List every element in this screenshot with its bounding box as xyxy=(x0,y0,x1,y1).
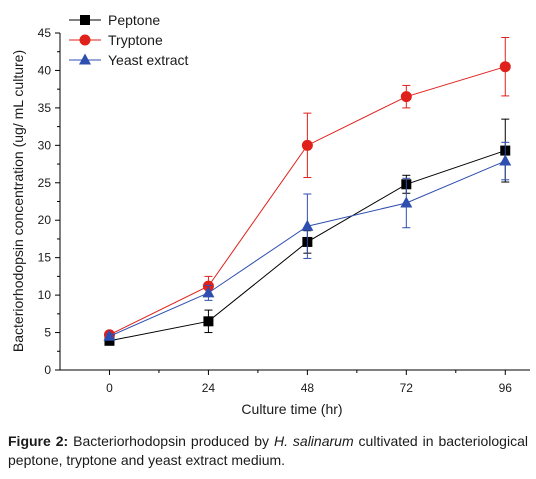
y-tick-label: 10 xyxy=(38,288,52,302)
data-point-yeast-extract xyxy=(301,219,314,231)
x-tick-label: 0 xyxy=(106,381,113,395)
series-tryptone xyxy=(103,36,511,341)
y-tick-label: 20 xyxy=(38,213,52,227)
line-chart: 0 5 10 15 20 25 30 35 40 45 0 24 48 72 96 Peptone Trypt… xyxy=(10,12,530,417)
legend: Peptone Tryptone Yeast extract xyxy=(69,12,189,68)
data-point-peptone xyxy=(203,316,214,327)
legend-marker-peptone xyxy=(80,15,90,25)
legend-label-peptone: Peptone xyxy=(108,12,160,28)
x-tick-label: 24 xyxy=(202,381,216,395)
figure-caption: Figure 2: Bacteriorhodopsin produced by … xyxy=(8,432,528,470)
legend-marker-yeast-extract xyxy=(79,53,91,65)
legend-label-yeast-extract: Yeast extract xyxy=(108,52,189,68)
data-point-yeast-extract xyxy=(499,154,512,166)
y-tick-label: 35 xyxy=(38,101,52,115)
data-point-tryptone xyxy=(301,139,313,151)
x-tick-label: 96 xyxy=(499,381,513,395)
data-point-tryptone xyxy=(400,91,412,103)
x-tick-label: 48 xyxy=(301,381,315,395)
caption-label: Figure 2: xyxy=(8,433,69,449)
caption-species: H. salinarum xyxy=(273,433,354,449)
data-point-yeast-extract xyxy=(202,286,215,298)
y-tick-label: 45 xyxy=(38,26,52,40)
x-tick-label: 72 xyxy=(400,381,414,395)
series-yeast-extract xyxy=(103,141,512,341)
y-axis-label: Bacteriorhodopsin concentration (ug/ mL … xyxy=(10,50,26,352)
y-tick-label: 15 xyxy=(38,251,52,265)
y-tick-label: 5 xyxy=(44,326,51,340)
x-axis-label: Culture time (hr) xyxy=(241,401,342,417)
axes: 0 5 10 15 20 25 30 35 40 45 0 24 48 72 96 xyxy=(38,26,530,395)
y-tick-label: 40 xyxy=(38,63,52,77)
y-tick-label: 30 xyxy=(38,138,52,152)
data-point-yeast-extract xyxy=(103,329,116,341)
series-group xyxy=(103,36,512,346)
caption-text-before: Bacteriorhodopsin produced by xyxy=(68,433,274,449)
y-tick-label: 0 xyxy=(44,363,51,377)
legend-marker-tryptone xyxy=(79,34,91,46)
data-point-tryptone xyxy=(499,61,511,73)
y-tick-label: 25 xyxy=(38,176,52,190)
legend-label-tryptone: Tryptone xyxy=(108,32,163,48)
data-point-yeast-extract xyxy=(400,196,413,208)
caption-text-after: cultivated in bacteriological peptone, t… xyxy=(8,433,528,468)
